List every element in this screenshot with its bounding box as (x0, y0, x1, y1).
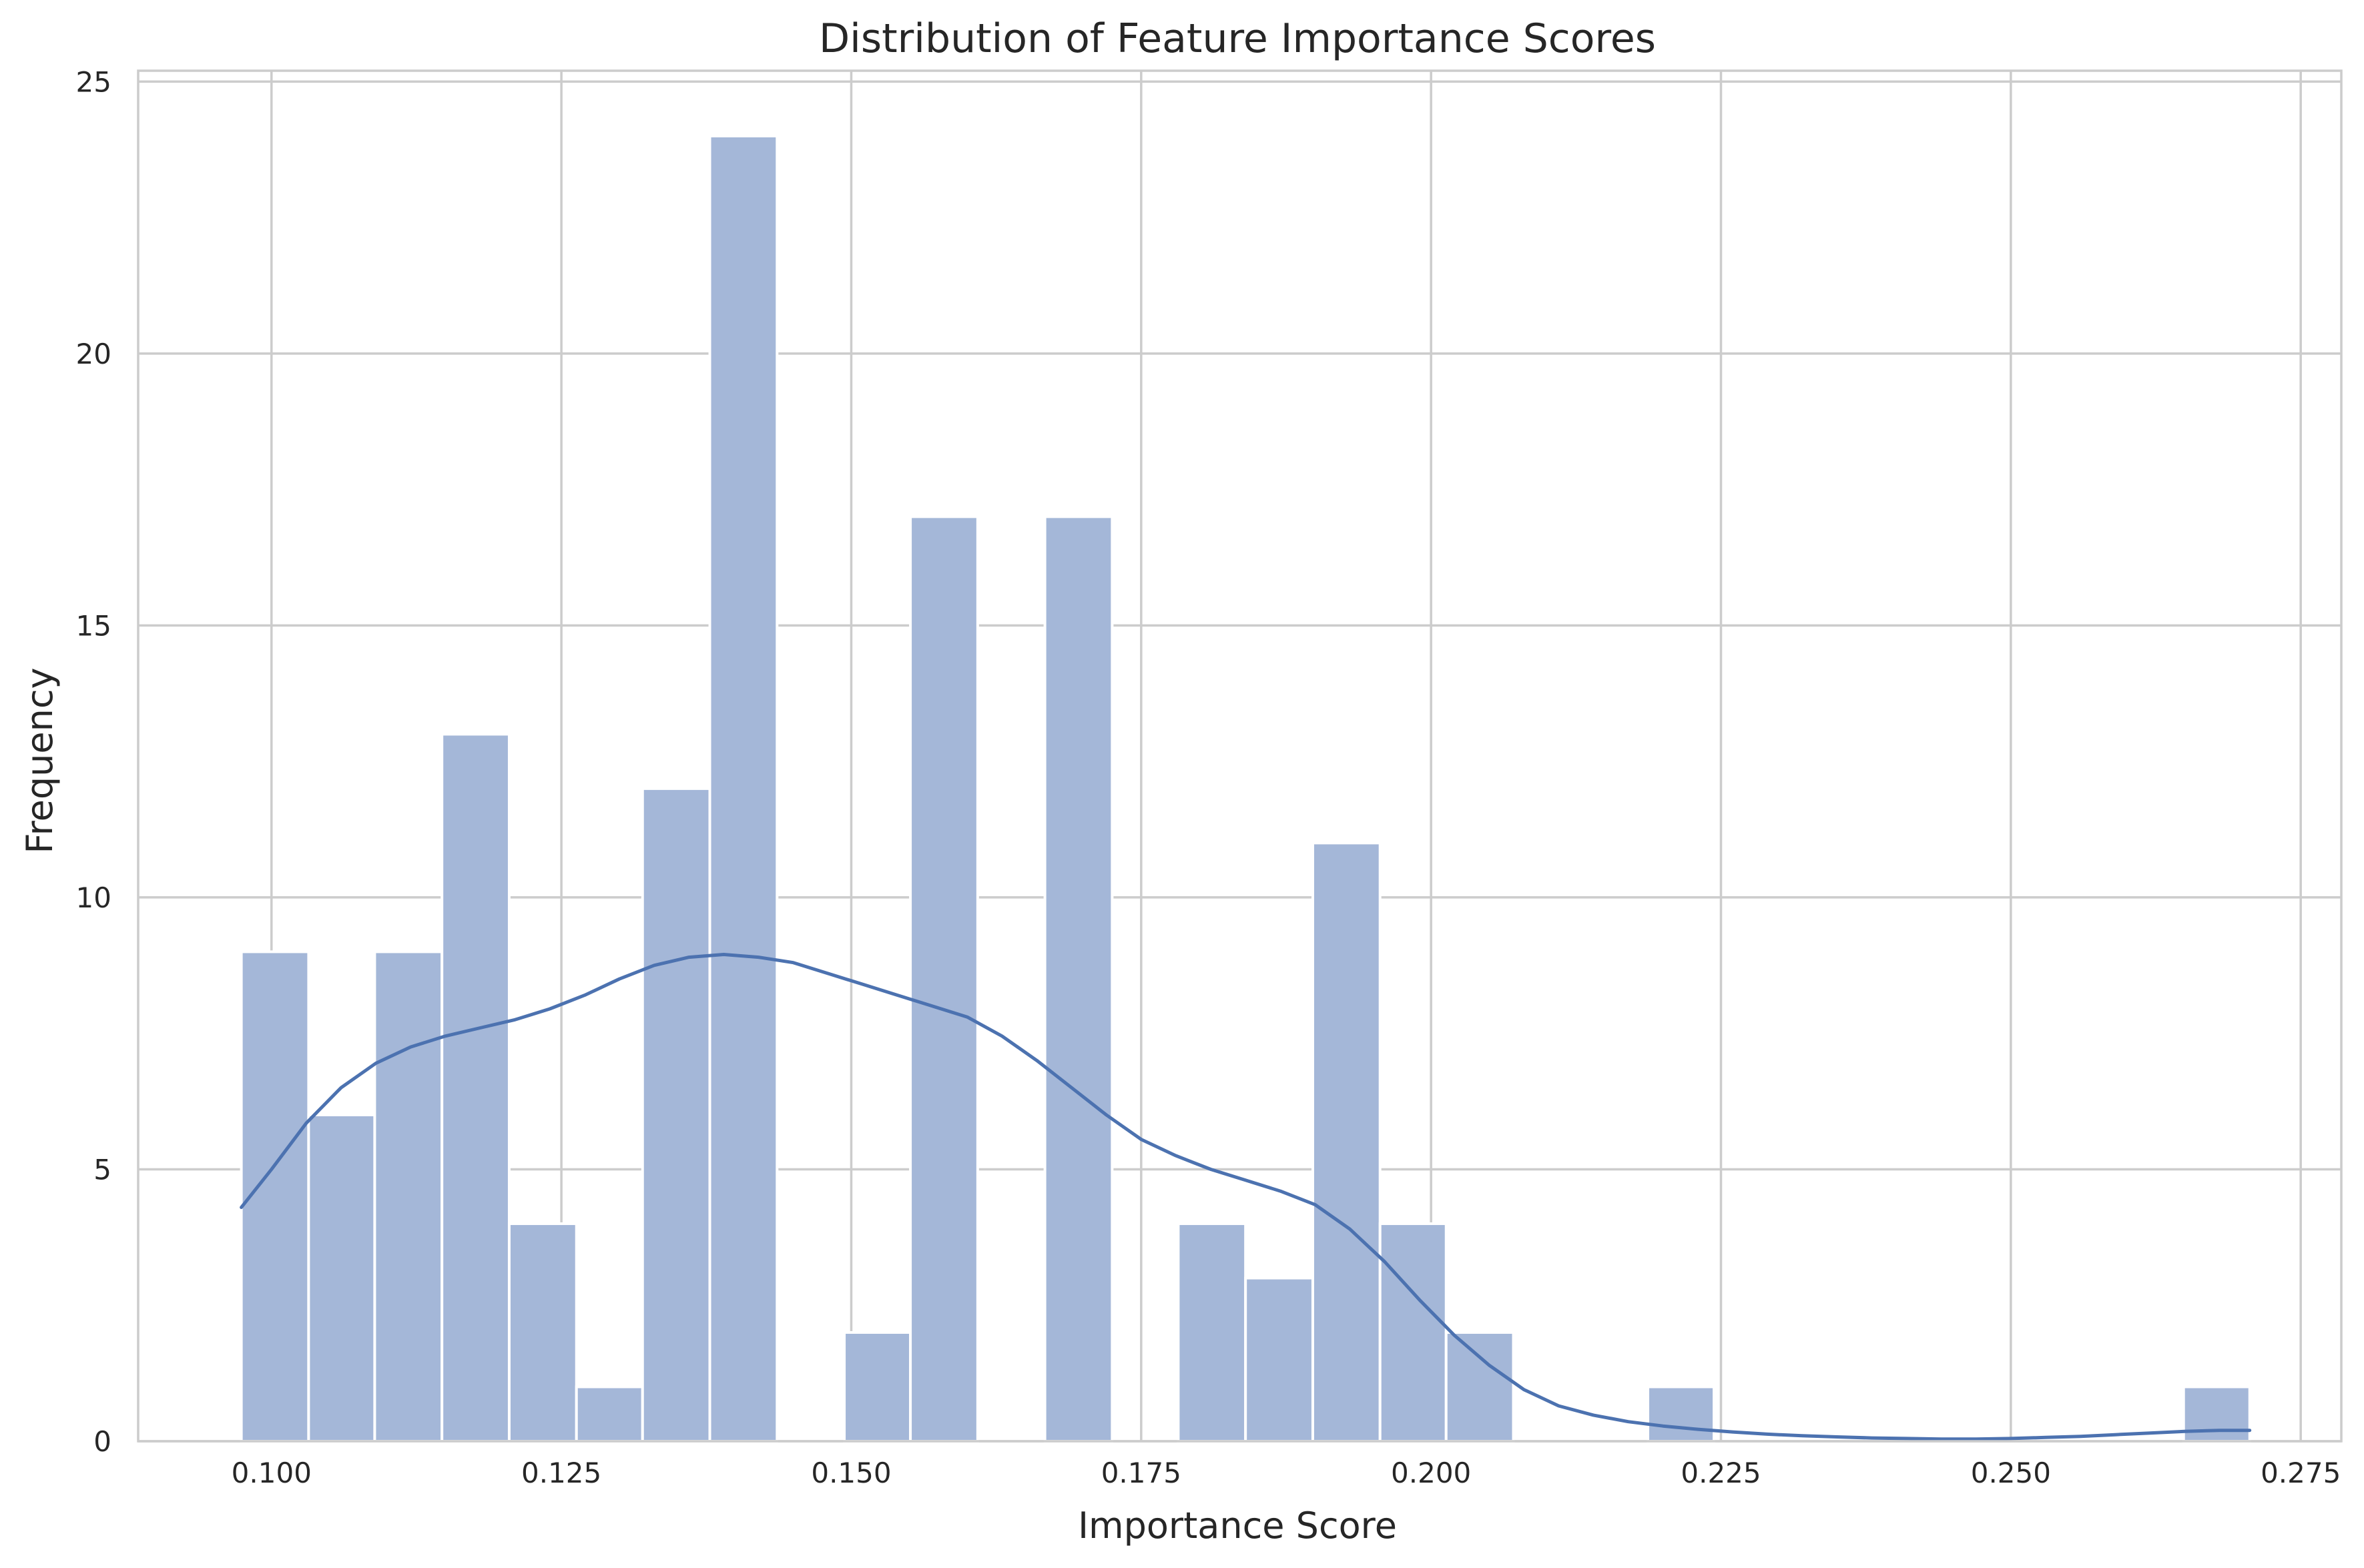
chart-title: Distribution of Feature Importance Score… (819, 15, 1656, 62)
x-tick-labels: 0.100 0.125 0.150 0.175 0.200 0.225 0.250 0.275 (232, 1457, 2341, 1489)
histogram-bar (1043, 515, 1114, 1443)
x-tick-label: 0.175 (1101, 1457, 1181, 1489)
histogram-bar (1378, 1222, 1448, 1443)
x-tick-label: 0.225 (1681, 1457, 1761, 1489)
y-tick-label: 5 (93, 1153, 111, 1186)
histogram-bar (507, 1222, 578, 1443)
plot-frame (137, 69, 2343, 1443)
x-tick-label: 0.200 (1391, 1457, 1471, 1489)
x-tick-label: 0.150 (811, 1457, 891, 1489)
kde-curve (240, 953, 2252, 1441)
x-tick-label: 0.100 (232, 1457, 312, 1489)
histogram-bar (708, 134, 779, 1443)
x-axis-label: Importance Score (1078, 1505, 1397, 1547)
histogram-bar (843, 1330, 912, 1443)
y-tick-label: 25 (76, 65, 111, 98)
histogram-bars (240, 134, 2251, 1443)
histogram-bar (440, 733, 511, 1443)
x-tick-label: 0.125 (521, 1457, 601, 1489)
histogram-bar (641, 787, 711, 1443)
x-tick-label: 0.275 (2261, 1457, 2341, 1489)
y-axis-label: Frequency (19, 668, 61, 854)
histogram-bar (575, 1385, 644, 1443)
histogram-bar (1311, 841, 1382, 1443)
histogram-bar (1244, 1276, 1314, 1443)
x-tick-label: 0.250 (1971, 1457, 2051, 1489)
y-tick-label: 15 (76, 609, 111, 642)
y-tick-labels: 0 5 10 15 20 25 (76, 65, 111, 1458)
histogram-bar (373, 950, 444, 1443)
histogram-bar (909, 515, 979, 1443)
histogram-bar (1177, 1222, 1247, 1443)
histogram-bar (1444, 1330, 1515, 1443)
histogram-bar (307, 1113, 376, 1443)
y-tick-label: 10 (76, 881, 111, 914)
y-tick-label: 20 (76, 338, 111, 370)
histogram-bar (2182, 1385, 2251, 1443)
histogram-bar (1647, 1385, 1716, 1443)
y-tick-label: 0 (93, 1425, 111, 1458)
